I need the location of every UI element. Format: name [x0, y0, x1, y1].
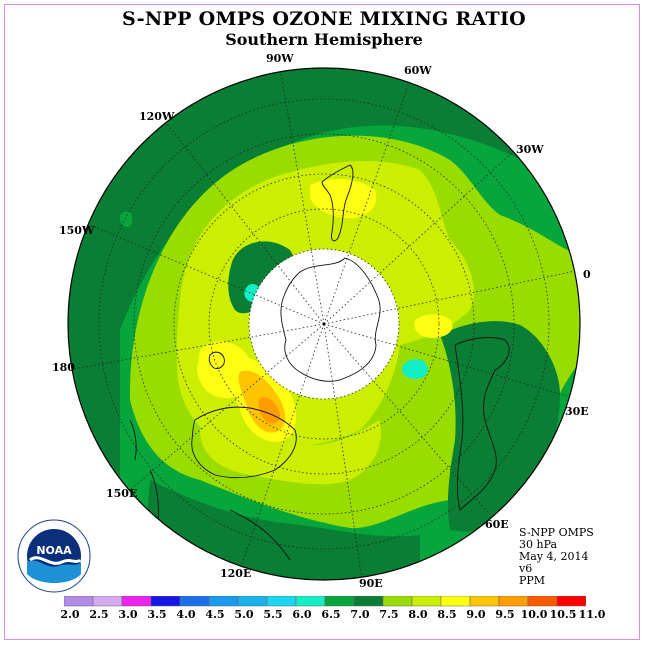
lon-label-150w: 150W — [59, 224, 95, 237]
colorbar-tick-label: 8.0 — [408, 608, 428, 621]
colorbar-tick-label: 6.0 — [292, 608, 312, 621]
info-date: May 4, 2014 — [519, 550, 589, 563]
lon-label-180: 180 — [52, 361, 75, 374]
colorbar-swatch — [440, 596, 471, 607]
ozone-band-95 — [258, 397, 281, 424]
colorbar-tick-label: 4.5 — [205, 608, 225, 621]
coastline-islands — [129, 419, 291, 561]
map-subtitle: Southern Hemisphere — [225, 30, 423, 49]
colorbar-tick-label: 2.5 — [89, 608, 109, 621]
map-border — [67, 67, 581, 581]
lon-label-150e: 150E — [106, 487, 138, 500]
noaa-logo: NOAA — [17, 519, 91, 593]
coastline-antarctica — [280, 257, 381, 382]
coastlines — [129, 164, 510, 561]
colorbar-tick-label: 5.5 — [263, 608, 283, 621]
lon-label-90w: 90W — [266, 52, 294, 65]
colorbar-tick-label: 11.0 — [578, 608, 606, 621]
colorbar-swatch — [295, 596, 326, 607]
south-pole-marker — [322, 322, 326, 326]
lon-label-120e: 120E — [220, 567, 252, 580]
coastline-australia — [191, 406, 297, 479]
colorbar-swatch — [208, 596, 239, 607]
colorbar-swatch — [527, 596, 558, 607]
colorbar-swatch — [382, 596, 413, 607]
colorbar-tick-label: 9.0 — [466, 608, 486, 621]
page-frame — [4, 4, 640, 640]
lon-label-90e: 90E — [359, 577, 383, 590]
ozone-band-85-b — [310, 178, 377, 219]
colorbar-tick-label: 3.0 — [118, 608, 138, 621]
lon-label-30e: 30E — [565, 405, 589, 418]
colorbar-swatch — [498, 596, 529, 607]
coastline-south-america — [321, 164, 354, 242]
colorbar-tick-label: 9.5 — [495, 608, 515, 621]
antarctica — [280, 257, 381, 382]
colorbar-swatch — [353, 596, 384, 607]
lon-label-0: 0 — [583, 268, 591, 281]
lon-label-120w: 120W — [139, 110, 175, 123]
colorbar-swatch — [237, 596, 268, 607]
colorbar-tick-label: 7.0 — [350, 608, 370, 621]
colorbar-swatch — [324, 596, 355, 607]
lon-label-30w: 30W — [516, 143, 544, 156]
colorbar-tick-label: 6.5 — [321, 608, 341, 621]
coastline-new-zealand — [208, 351, 225, 369]
colorbar-tick-label: 2.0 — [60, 608, 80, 621]
info-instrument: S-NPP OMPS — [519, 526, 594, 539]
lon-label-60e: 60E — [485, 518, 509, 531]
colorbar-tick-label: 5.0 — [234, 608, 254, 621]
coastline-africa — [454, 337, 510, 511]
info-units: PPM — [519, 574, 546, 587]
map-title: S-NPP OMPS OZONE MIXING RATIO — [121, 8, 527, 30]
colorbar-swatch — [92, 596, 123, 607]
colorbar-swatch — [64, 596, 94, 607]
ozone-band-80-south — [200, 420, 381, 485]
graticule — [68, 68, 580, 580]
info-version: v6 — [519, 562, 533, 575]
ozone-band-70-top — [226, 83, 258, 102]
colorbar — [64, 596, 586, 607]
colorbar-tick-label: 10.5 — [549, 608, 577, 621]
ozone-band-55-b — [401, 359, 429, 379]
colorbar-tick-label: 8.5 — [437, 608, 457, 621]
colorbar-swatch — [469, 596, 500, 607]
colorbar-tick-label: 10.0 — [520, 608, 548, 621]
info-level: 30 hPa — [519, 538, 558, 551]
colorbar-swatch — [556, 596, 586, 607]
logo-text: NOAA — [36, 544, 72, 557]
ozone-band-65-left — [120, 211, 133, 228]
colorbar-swatch — [150, 596, 181, 607]
ozone-band-85-c — [414, 314, 453, 338]
colorbar-swatch — [266, 596, 297, 607]
colorbar-swatch — [121, 596, 152, 607]
info-block: S-NPP OMPS 30 hPa May 4, 2014 v6 PPM — [519, 527, 594, 587]
lon-label-60w: 60W — [404, 64, 432, 77]
colorbar-tick-label: 3.5 — [147, 608, 167, 621]
colorbar-swatch — [179, 596, 210, 607]
colorbar-tick-label: 4.0 — [176, 608, 196, 621]
colorbar-tick-label: 7.5 — [379, 608, 399, 621]
colorbar-swatch — [411, 596, 442, 607]
